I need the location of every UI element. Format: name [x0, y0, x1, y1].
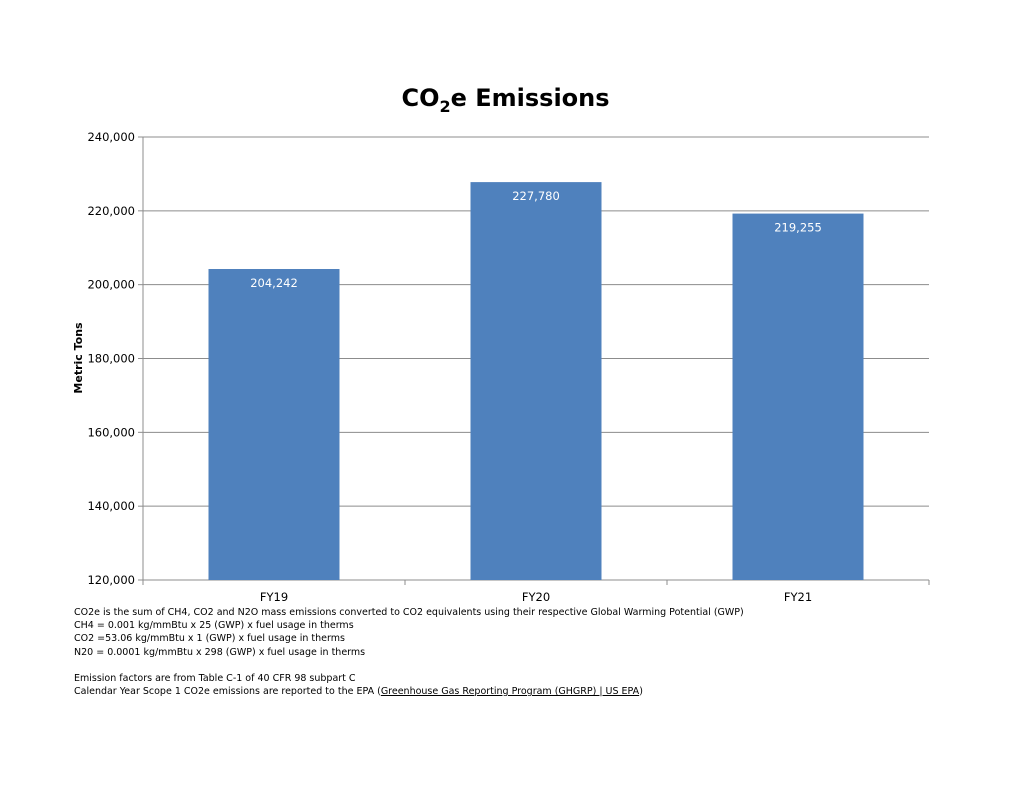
bar-fy21	[732, 213, 864, 580]
footnote-line: CH4 = 0.001 kg/mmBtu x 25 (GWP) x fuel u…	[74, 620, 354, 632]
footnote-line: CO2e is the sum of CH4, CO2 and N2O mass…	[74, 607, 744, 618]
bar-data-label: 227,780	[512, 189, 560, 203]
bar-data-label: 204,242	[250, 276, 298, 290]
chart-title: CO2e Emissions	[0, 84, 1011, 116]
footnote-line: N20 = 0.0001 kg/mmBtu x 298 (GWP) x fuel…	[74, 646, 366, 658]
chart-title-subscript: 2	[439, 97, 451, 116]
chart-title-prefix: CO	[401, 84, 440, 112]
bar-data-label: 219,255	[774, 221, 822, 235]
bar-fy19	[208, 269, 340, 580]
footnote-line: Emission factors are from Table C-1 of 4…	[74, 672, 356, 684]
footnote-epa-line: Calendar Year Scope 1 CO2e emissions are…	[74, 685, 744, 698]
y-tick-label: 220,000	[87, 204, 135, 218]
y-tick-label: 240,000	[87, 130, 135, 144]
x-tick-label: FY21	[784, 590, 812, 604]
y-tick-label: 140,000	[87, 499, 135, 513]
footnote-epa-prefix: Calendar Year Scope 1 CO2e emissions are…	[74, 686, 381, 698]
y-tick-label: 200,000	[87, 278, 135, 292]
chart-title-suffix: e Emissions	[450, 84, 610, 112]
x-tick-label: FY20	[522, 590, 550, 604]
y-tick-label: 180,000	[87, 352, 135, 366]
y-tick-label: 120,000	[87, 573, 135, 587]
footnote-epa-suffix: )	[639, 686, 643, 698]
chart-footnotes: CO2e is the sum of CH4, CO2 and N2O mass…	[74, 606, 744, 698]
y-axis-label: Metric Tons	[72, 322, 85, 394]
footnote-line: CO2 =53.06 kg/mmBtu x 1 (GWP) x fuel usa…	[74, 633, 345, 645]
y-tick-label: 160,000	[87, 425, 135, 439]
epa-ghgrp-link[interactable]: Greenhouse Gas Reporting Program (GHGRP)…	[380, 686, 640, 698]
bar-fy20	[470, 182, 602, 580]
footnote-blank-line	[74, 659, 744, 672]
x-tick-label: FY19	[260, 590, 288, 604]
